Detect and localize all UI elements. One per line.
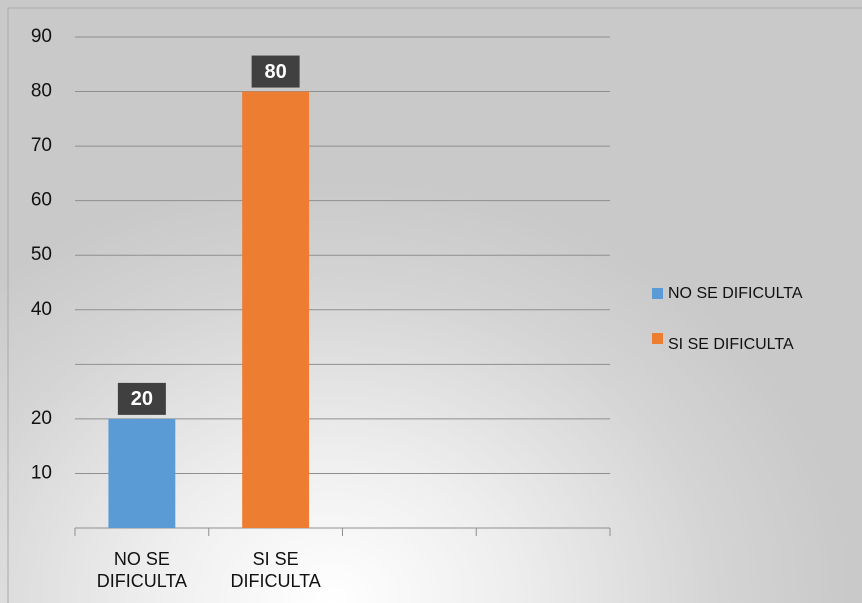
y-tick-label: 50	[31, 244, 52, 265]
data-label: 20	[131, 388, 153, 410]
y-tick-label: 80	[31, 81, 52, 102]
y-tick-label: 60	[31, 190, 52, 211]
y-tick-label: 10	[31, 462, 52, 483]
legend-swatch	[652, 288, 663, 299]
legend-swatch	[652, 333, 663, 344]
y-tick-label: 70	[31, 135, 52, 156]
data-label: 80	[265, 61, 287, 83]
bar	[242, 91, 310, 529]
legend-label: SI SE DIFICULTA	[668, 336, 794, 353]
y-tick-label: 90	[31, 26, 52, 47]
data-label-box	[251, 55, 300, 88]
y-tick-label: 40	[31, 299, 52, 320]
x-tick-label: SI SE DIFICULTA	[230, 549, 321, 591]
legend-label: NO SE DIFICULTA	[668, 285, 803, 302]
y-tick-label: 20	[31, 408, 52, 429]
data-label-box	[117, 382, 166, 415]
bar	[108, 418, 176, 528]
x-tick-label: NO SE DIFICULTA	[96, 549, 188, 591]
